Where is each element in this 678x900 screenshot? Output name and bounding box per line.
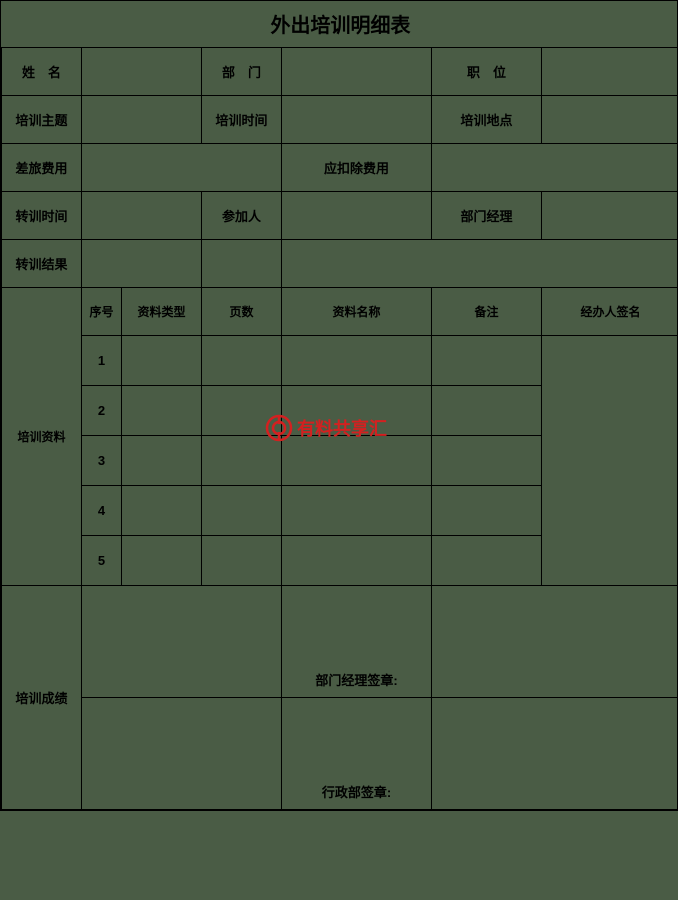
remark-5 — [432, 535, 542, 585]
form-title: 外出培训明细表 — [2, 1, 678, 47]
material-row-1: 1 — [2, 335, 678, 385]
retrain-result-value-2 — [202, 239, 282, 287]
retrain-result-value-1 — [82, 239, 202, 287]
grade-value-1 — [82, 585, 282, 697]
header-seq: 序号 — [82, 287, 122, 335]
travel-expense-value — [82, 143, 282, 191]
seq-5: 5 — [82, 535, 122, 585]
grade-section-label: 培训成绩 — [2, 585, 82, 809]
pages-3 — [202, 435, 282, 485]
name-label: 姓 名 — [2, 47, 82, 95]
dept-manager-sign-area — [432, 585, 678, 697]
travel-expense-label: 差旅费用 — [2, 143, 82, 191]
participant-label: 参加人 — [202, 191, 282, 239]
training-form-table: 外出培训明细表 姓 名 部 门 职 位 培训主题 培训时间 培训地点 差旅费用 … — [1, 1, 678, 810]
handler-sign-area — [542, 335, 678, 585]
remark-2 — [432, 385, 542, 435]
time-label: 培训时间 — [202, 95, 282, 143]
name-5 — [282, 535, 432, 585]
info-row-2: 培训主题 培训时间 培训地点 — [2, 95, 678, 143]
retrain-row: 转训时间 参加人 部门经理 — [2, 191, 678, 239]
seq-1: 1 — [82, 335, 122, 385]
pages-4 — [202, 485, 282, 535]
deduct-expense-label: 应扣除费用 — [282, 143, 432, 191]
retrain-time-label: 转训时间 — [2, 191, 82, 239]
retrain-time-value — [82, 191, 202, 239]
participant-value — [282, 191, 432, 239]
admin-sign-area — [432, 697, 678, 809]
name-2 — [282, 385, 432, 435]
dept-manager-label: 部门经理 — [432, 191, 542, 239]
type-1 — [122, 335, 202, 385]
dept-manager-value — [542, 191, 678, 239]
seq-2: 2 — [82, 385, 122, 435]
header-type: 资料类型 — [122, 287, 202, 335]
retrain-result-label: 转训结果 — [2, 239, 82, 287]
topic-value — [82, 95, 202, 143]
result-row: 转训结果 — [2, 239, 678, 287]
header-handler-sign: 经办人签名 — [542, 287, 678, 335]
header-pages: 页数 — [202, 287, 282, 335]
expense-row: 差旅费用 应扣除费用 — [2, 143, 678, 191]
info-row-1: 姓 名 部 门 职 位 — [2, 47, 678, 95]
location-label: 培训地点 — [432, 95, 542, 143]
type-3 — [122, 435, 202, 485]
deduct-expense-value — [432, 143, 678, 191]
position-label: 职 位 — [432, 47, 542, 95]
title-row: 外出培训明细表 — [2, 1, 678, 47]
grade-row-1: 培训成绩 部门经理签章: — [2, 585, 678, 697]
admin-sign-label: 行政部签章: — [282, 697, 432, 809]
remark-1 — [432, 335, 542, 385]
grade-row-2: 行政部签章: — [2, 697, 678, 809]
name-value — [82, 47, 202, 95]
pages-2 — [202, 385, 282, 435]
dept-manager-sign-label: 部门经理签章: — [282, 585, 432, 697]
name-4 — [282, 485, 432, 535]
dept-label: 部 门 — [202, 47, 282, 95]
time-value — [282, 95, 432, 143]
form-container: 外出培训明细表 姓 名 部 门 职 位 培训主题 培训时间 培训地点 差旅费用 … — [0, 0, 678, 811]
position-value — [542, 47, 678, 95]
location-value — [542, 95, 678, 143]
grade-value-2 — [82, 697, 282, 809]
retrain-result-value-3 — [282, 239, 678, 287]
dept-value — [282, 47, 432, 95]
materials-header-row: 培训资料 序号 资料类型 页数 资料名称 备注 经办人签名 — [2, 287, 678, 335]
header-name: 资料名称 — [282, 287, 432, 335]
seq-4: 4 — [82, 485, 122, 535]
topic-label: 培训主题 — [2, 95, 82, 143]
header-remark: 备注 — [432, 287, 542, 335]
pages-1 — [202, 335, 282, 385]
seq-3: 3 — [82, 435, 122, 485]
type-4 — [122, 485, 202, 535]
name-3 — [282, 435, 432, 485]
type-5 — [122, 535, 202, 585]
remark-3 — [432, 435, 542, 485]
type-2 — [122, 385, 202, 435]
remark-4 — [432, 485, 542, 535]
materials-section-label: 培训资料 — [2, 287, 82, 585]
pages-5 — [202, 535, 282, 585]
name-1 — [282, 335, 432, 385]
